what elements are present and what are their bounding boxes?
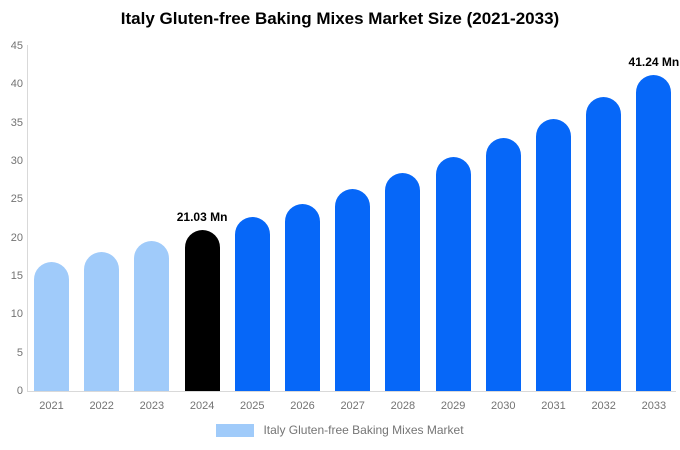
x-axis-label-2022: 2022 xyxy=(89,400,114,412)
legend-swatch xyxy=(216,423,255,437)
x-axis-label-2033: 2033 xyxy=(641,400,667,412)
x-axis-label-2030: 2030 xyxy=(491,400,516,412)
y-axis-tick-label: 25 xyxy=(10,193,23,206)
x-axis-label-2031: 2031 xyxy=(541,400,566,412)
x-axis-label-2027: 2027 xyxy=(340,400,365,412)
y-axis-tick-label: 45 xyxy=(10,39,23,52)
x-axis-label-2025: 2025 xyxy=(240,400,265,412)
y-axis-tick-label: 5 xyxy=(16,346,23,359)
legend: Italy Gluten-free Baking Mixes Market xyxy=(0,423,680,437)
bar-2031 xyxy=(536,118,571,391)
chart-title: Italy Gluten-free Baking Mixes Market Si… xyxy=(120,9,560,28)
y-axis-tick-label: 40 xyxy=(10,78,23,91)
value-label-2024: 21.03 Mn xyxy=(176,209,228,224)
y-axis-line xyxy=(27,45,28,392)
value-label-2033: 41.24 Mn xyxy=(628,54,680,69)
bar-2030 xyxy=(485,138,521,391)
bar-2026 xyxy=(285,203,320,391)
bar-2025 xyxy=(234,217,270,391)
y-axis-tick-label: 30 xyxy=(10,154,23,167)
bar-2023 xyxy=(134,241,170,391)
x-axis-label-2024: 2024 xyxy=(189,400,215,412)
x-axis-label-2023: 2023 xyxy=(139,400,165,412)
x-axis-label-2026: 2026 xyxy=(290,400,315,412)
bar-2027 xyxy=(335,189,371,391)
y-axis-tick-label: 20 xyxy=(10,231,23,244)
legend-label: Italy Gluten-free Baking Mixes Market xyxy=(263,423,464,437)
y-axis-tick-label: 0 xyxy=(16,385,23,397)
bar-2033 xyxy=(636,74,672,391)
bar-2029 xyxy=(435,156,471,391)
y-axis-tick-label: 15 xyxy=(10,269,23,282)
y-axis-tick-label: 10 xyxy=(10,308,23,321)
bar-2022 xyxy=(84,252,120,391)
x-axis-line xyxy=(27,391,676,392)
y-axis-tick-label: 35 xyxy=(10,116,23,129)
x-axis-label-2021: 2021 xyxy=(39,400,64,412)
bar-2032 xyxy=(586,97,622,391)
x-axis-label-2032: 2032 xyxy=(591,400,616,412)
x-axis-label-2029: 2029 xyxy=(440,400,466,412)
bar-2024 xyxy=(184,229,220,391)
bar-2021 xyxy=(34,262,69,391)
x-axis-label-2028: 2028 xyxy=(390,400,416,412)
bar-2028 xyxy=(385,173,421,391)
